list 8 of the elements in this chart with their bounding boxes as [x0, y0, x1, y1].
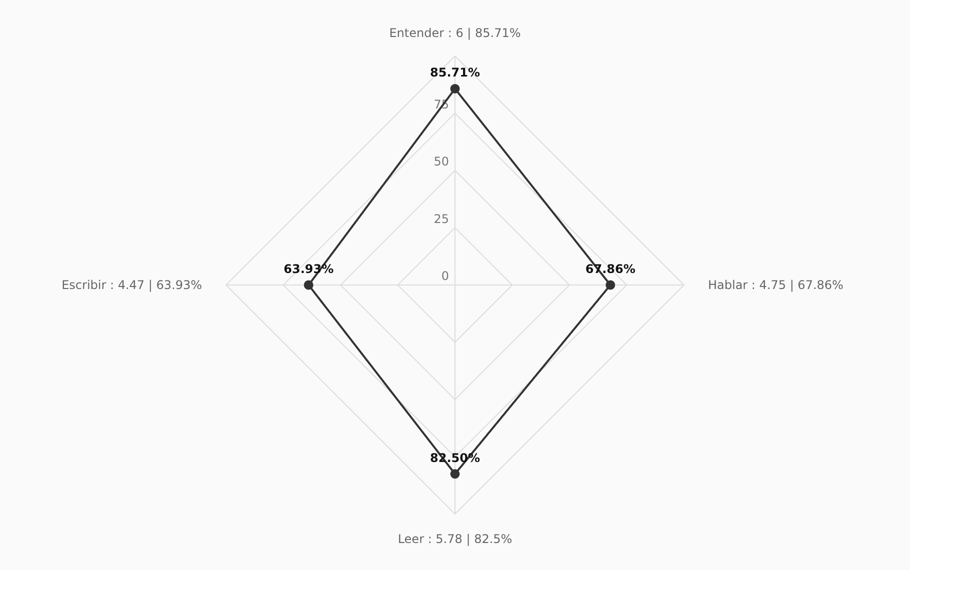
- spoke-label: Entender : 6 | 85.71%: [389, 26, 521, 40]
- y-tick-label: 0: [441, 269, 449, 283]
- spoke-label: Hablar : 4.75 | 67.86%: [708, 278, 844, 292]
- data-label: 85.71%: [430, 66, 480, 80]
- spoke-label: Leer : 5.78 | 82.5%: [398, 532, 512, 546]
- y-tick-label: 25: [434, 212, 449, 226]
- y-tick-label: 50: [434, 154, 449, 168]
- spoke-label: Escribir : 4.47 | 63.93%: [62, 278, 202, 292]
